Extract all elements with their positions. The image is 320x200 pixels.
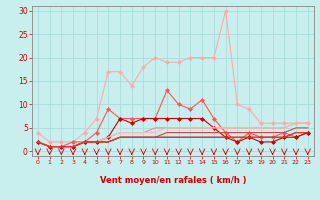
X-axis label: Vent moyen/en rafales ( km/h ): Vent moyen/en rafales ( km/h ) — [100, 176, 246, 185]
